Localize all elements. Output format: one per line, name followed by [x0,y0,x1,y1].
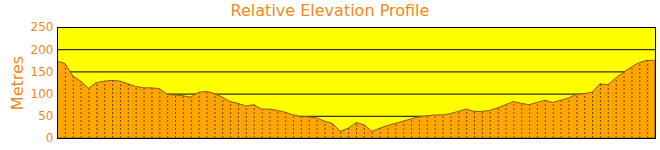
svg-text:50: 50 [38,109,53,123]
html-text:Relative Elevation Profile: Relative Elevation Profile [230,1,430,20]
svg-text:200: 200 [31,43,54,57]
svg-text:250: 250 [31,22,54,34]
svg-text:Metres: Metres [8,56,27,110]
svg-text:150: 150 [31,65,54,79]
svg-text:100: 100 [31,87,54,101]
svg-text:0: 0 [46,131,54,145]
